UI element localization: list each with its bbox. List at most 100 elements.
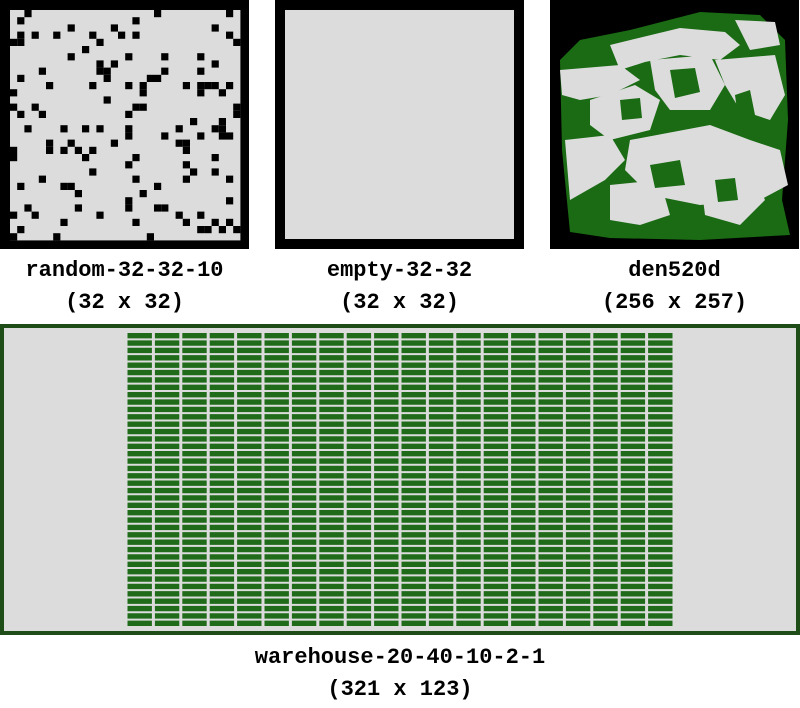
shelf-cell — [401, 377, 426, 383]
shelf-cell — [127, 451, 152, 457]
shelf-cell — [127, 539, 152, 545]
obstacle-cell — [139, 190, 147, 198]
shelf-cell — [483, 369, 509, 376]
shelf-cell — [319, 355, 344, 361]
shelf-cell — [319, 576, 344, 582]
obstacle-cell — [38, 67, 46, 75]
obstacle-cell — [197, 82, 205, 90]
shelf-cell — [401, 598, 426, 604]
shelf-cell — [565, 532, 591, 538]
shelf-cell — [374, 414, 399, 420]
shelf-cell — [620, 524, 646, 531]
obstacle-cell — [233, 38, 241, 46]
empty-map-grid — [275, 0, 524, 249]
shelf-cell — [648, 613, 673, 619]
shelf-cell — [511, 347, 536, 354]
shelf-cell — [511, 451, 536, 457]
obstacle-cell — [146, 233, 154, 241]
shelf-cell — [237, 510, 262, 516]
shelf-cell — [127, 392, 152, 398]
obstacle-cell — [53, 31, 61, 39]
shelf-cell — [264, 532, 289, 538]
shelf-cell — [209, 362, 235, 368]
shelf-cell — [511, 428, 536, 435]
shelf-cell — [346, 605, 372, 612]
shelf-cell — [374, 576, 399, 582]
shelf-cell — [346, 399, 372, 405]
shelf-cell — [154, 406, 180, 413]
shelf-cell — [237, 458, 262, 464]
shelf-cell — [511, 458, 536, 464]
shelf-cell — [593, 392, 618, 398]
shelf-cell — [565, 517, 591, 523]
shelf-cell — [401, 340, 426, 346]
shelf-cell — [511, 569, 536, 575]
shelf-cell — [374, 406, 399, 413]
shelf-cell — [483, 620, 509, 626]
shelf-cell — [154, 487, 180, 494]
shelf-cell — [538, 569, 563, 575]
shelf-cell — [538, 546, 563, 553]
shelf-cell — [127, 428, 152, 435]
shelf-cell — [319, 569, 344, 575]
shelf-cell — [182, 392, 207, 398]
obstacle-cell — [161, 204, 169, 212]
shelf-cell — [456, 583, 481, 590]
shelf-cell — [401, 355, 426, 361]
shelf-cell — [620, 465, 646, 472]
shelf-cell — [264, 340, 289, 346]
shelf-cell — [648, 392, 673, 398]
obstacle-cell — [182, 139, 190, 147]
shelf-cell — [182, 347, 207, 354]
shelf-cell — [648, 524, 673, 531]
shelf-cell — [209, 539, 235, 545]
shelf-cell — [182, 428, 207, 435]
shelf-cell — [648, 605, 673, 612]
shelf-cell — [648, 355, 673, 361]
shelf-cell — [154, 355, 180, 361]
caption-den520d: den520d (256 x 257) — [550, 255, 799, 319]
shelf-cell — [483, 591, 509, 597]
shelf-cell — [264, 436, 289, 442]
shelf-cell — [374, 480, 399, 486]
shelf-cell — [593, 510, 618, 516]
shelf-cell — [511, 613, 536, 619]
shelf-cell — [154, 362, 180, 368]
shelf-cell — [511, 532, 536, 538]
shelf-cell — [264, 495, 289, 501]
shelf-cell — [237, 347, 262, 354]
obstacle-cell — [103, 96, 111, 104]
shelf-cell — [456, 428, 481, 435]
shelf-cell — [291, 377, 317, 383]
shelf-cell — [648, 561, 673, 567]
shelf-cell — [511, 473, 536, 479]
shelf-cell — [428, 605, 454, 612]
shelf-cell — [511, 480, 536, 486]
shelf-cell — [346, 465, 372, 472]
shelf-cell — [538, 421, 563, 427]
free-corridor — [560, 65, 640, 100]
shelf-cell — [264, 428, 289, 435]
shelf-cell — [127, 384, 152, 390]
shelf-cell — [565, 605, 591, 612]
shelf-cell — [154, 392, 180, 398]
shelf-cell — [374, 554, 399, 560]
shelf-cell — [374, 333, 399, 339]
shelf-cell — [620, 414, 646, 420]
shelf-cell — [401, 369, 426, 376]
shelf-cell — [127, 362, 152, 368]
shelf-cell — [401, 620, 426, 626]
shelf-cell — [593, 465, 618, 472]
shelf-cell — [538, 355, 563, 361]
shelf-cell — [456, 458, 481, 464]
shelf-cell — [154, 539, 180, 545]
shelf-cell — [401, 576, 426, 582]
shelf-cell — [237, 355, 262, 361]
shelf-cell — [319, 458, 344, 464]
shelf-cell — [456, 561, 481, 567]
shelf-cell — [154, 436, 180, 442]
obstacle-cell — [89, 146, 97, 154]
obstacle-cell — [211, 125, 219, 133]
shelf-cell — [264, 392, 289, 398]
shelf-cell — [565, 421, 591, 427]
